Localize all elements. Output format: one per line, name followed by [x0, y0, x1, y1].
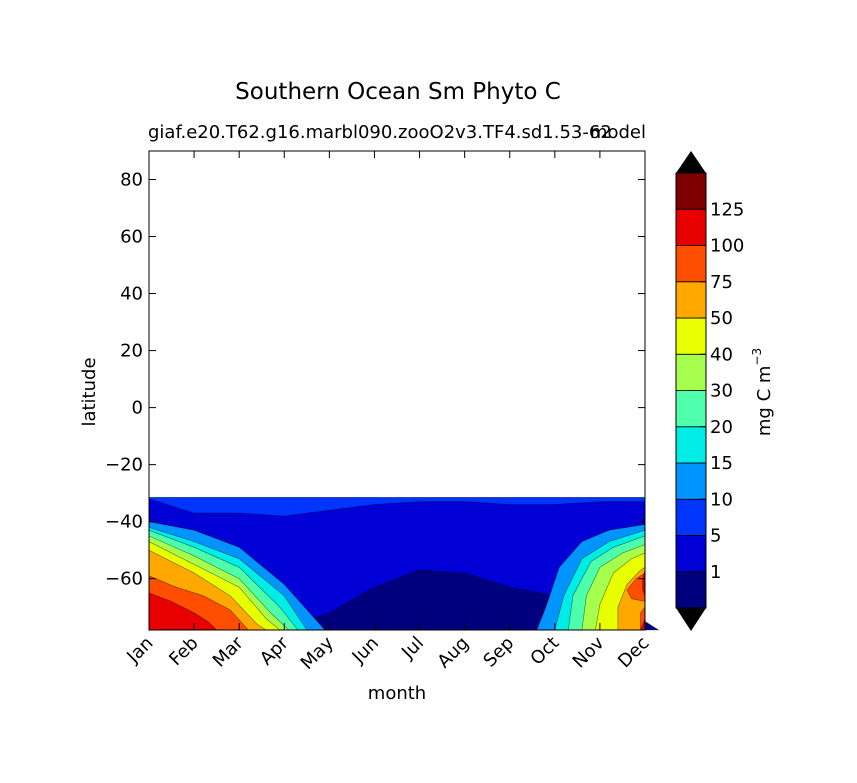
chart-subtitle-left: giaf.e20.T62.g16.marbl090.zooO2v3.TF4.sd…: [148, 122, 612, 143]
colorbar-tick-label: 100: [710, 236, 744, 257]
colorbar-tick-label: 5: [710, 526, 721, 547]
colorbar-label-superscript: −3: [750, 348, 764, 366]
y-tick-label: −40: [105, 512, 143, 533]
colorbar-swatch: [675, 535, 707, 573]
colorbar-swatch: [675, 208, 707, 246]
x-tick-label: Dec: [614, 633, 653, 672]
colorbar-extend-bottom: [676, 608, 706, 631]
y-tick-label: 60: [120, 227, 143, 248]
x-tick-label: Sep: [479, 633, 518, 672]
colorbar-tick-label: 20: [710, 417, 733, 438]
colorbar-tick-label: 40: [710, 344, 733, 365]
x-tick-label: Mar: [209, 632, 248, 671]
x-tick-label: Apr: [256, 632, 293, 669]
x-tick-label: Jan: [122, 633, 157, 668]
colorbar-swatch: [675, 245, 707, 283]
x-tick-label: Nov: [569, 632, 609, 672]
colorbar-swatch: [675, 571, 707, 609]
x-tick-label: Aug: [433, 633, 473, 673]
y-axis: 80 60 40 20 0 −20 −40 −60: [105, 170, 645, 590]
y-tick-label: −60: [105, 569, 143, 590]
y-tick-label: −20: [105, 455, 143, 476]
x-tick-label: Jul: [397, 633, 428, 664]
colorbar-tick-label: 30: [710, 381, 733, 402]
colorbar-tick-label: 15: [710, 453, 733, 474]
colorbar-tick-label: 125: [710, 199, 744, 220]
x-tick-label: Oct: [526, 633, 563, 670]
plot-frame: [148, 150, 646, 631]
colorbar-swatch: [675, 317, 707, 355]
x-tick-label: Jun: [348, 633, 383, 668]
plot-area: [148, 497, 660, 631]
colorbar-swatch: [675, 353, 707, 391]
chart-subtitle-right: model: [590, 122, 646, 143]
colorbar-swatch: [675, 390, 707, 428]
colorbar-swatch: [675, 281, 707, 319]
colorbar-tick-label: 75: [710, 272, 733, 293]
y-tick-label: 40: [120, 284, 143, 305]
x-tick-label: May: [297, 632, 338, 673]
chart-title: Southern Ocean Sm Phyto C: [235, 79, 561, 105]
colorbar-tick-label: 1: [710, 562, 721, 583]
colorbar-swatch: [675, 498, 707, 536]
colorbar-tick-label: 10: [710, 489, 733, 510]
colorbar-swatch: [675, 462, 707, 500]
y-tick-label: 20: [120, 341, 143, 362]
colorbar-tick-label: 50: [710, 308, 733, 329]
colorbar-swatch: [675, 172, 707, 210]
x-axis-label: month: [368, 683, 426, 704]
y-tick-label: 80: [120, 170, 143, 191]
colorbar-extend-top: [676, 151, 706, 173]
colorbar-label: mg C m−3: [750, 348, 775, 436]
y-axis-label: latitude: [79, 357, 100, 426]
colorbar-label-text: mg C m: [754, 366, 775, 437]
y-tick-label: 0: [132, 398, 143, 419]
colorbar-swatch: [675, 426, 707, 464]
x-tick-label: Feb: [165, 633, 202, 670]
